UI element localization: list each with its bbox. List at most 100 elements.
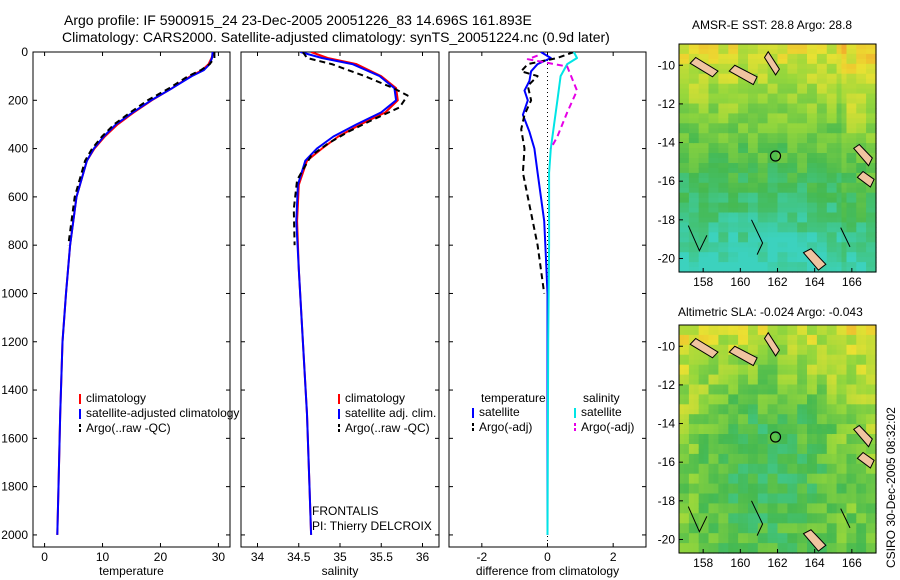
salinity-xtick-label: 36 xyxy=(416,550,430,564)
sla-map-reef-1 xyxy=(751,500,764,536)
salinity-xtick-label: 35.5 xyxy=(370,550,394,564)
salinity-xtick-label: 35 xyxy=(333,550,347,564)
sst-map-ytick-label: -14 xyxy=(658,136,676,150)
sst-map-land-0 xyxy=(689,56,719,78)
sla-map-ytick-label: -20 xyxy=(658,532,676,546)
difference-xlabel: difference from climatology xyxy=(476,564,619,578)
sla-map-ytick-label: -14 xyxy=(658,417,676,431)
temperature-ytick-label: 200 xyxy=(8,93,28,107)
sst-map-ytick-label: -18 xyxy=(658,213,676,227)
difference-series-group xyxy=(520,52,578,535)
sst-map-ytick-label: -16 xyxy=(658,174,676,188)
sst-map-reef-1 xyxy=(751,219,764,255)
salinity-legend-0-label: climatology xyxy=(345,391,405,405)
sla-map-title: Altimetric SLA: -0.024 Argo: -0.043 xyxy=(678,305,863,319)
sla-map-land-3 xyxy=(852,424,873,448)
sla-map-cells xyxy=(679,325,877,554)
temperature-ytick-label: 0 xyxy=(21,45,28,59)
sla-map-ytick-label: -12 xyxy=(658,378,676,392)
temperature-xtick-label: 30 xyxy=(212,550,226,564)
sla-map-land-5 xyxy=(802,529,827,552)
salinity-series-group xyxy=(292,52,409,535)
sla-map-land-1 xyxy=(728,345,758,367)
temperature-ytick-label: 800 xyxy=(8,238,28,252)
salinity-xtick-label: 34.5 xyxy=(287,550,311,564)
temperature-series-group xyxy=(56,52,216,535)
temperature-ytick-label: 1600 xyxy=(1,431,28,445)
temperature-ytick-label: 400 xyxy=(8,142,28,156)
sla-map-panel: 158 160 162 164 166 -10 -12 -14 -16 -18 -20 xyxy=(658,324,877,570)
temperature-legend-1-label: satellite-adjusted climatology xyxy=(86,406,239,420)
sla-map-reef-0 xyxy=(687,506,708,533)
difference-series-temperature-satellite xyxy=(521,52,552,535)
pi-name-label: PI: Thierry DELCROIX xyxy=(312,519,432,533)
temperature-ytick-label: 1400 xyxy=(1,383,28,397)
difference-xtick-label: 0 xyxy=(544,550,551,564)
temperature-ytick-label: 2000 xyxy=(1,528,28,542)
temperature-series-argo-raw-qc xyxy=(67,52,216,246)
sst-map-ytick-label: -12 xyxy=(658,97,676,111)
sla-map-ytick-label: -16 xyxy=(658,455,676,469)
sst-map-title: AMSR-E SST: 28.8 Argo: 28.8 xyxy=(692,18,853,32)
sla-map-xtick-label: 162 xyxy=(767,556,787,570)
sst-map-land-5 xyxy=(802,248,827,271)
sst-map-ytick-label: -20 xyxy=(658,251,676,265)
difference-legend-sal-argo-label: Argo(-adj) xyxy=(581,420,634,434)
salinity-series-argo-raw-qc xyxy=(292,52,409,246)
sla-map-xtick-label: 158 xyxy=(693,556,713,570)
salinity-series-satellite-adj-clim xyxy=(295,52,398,535)
difference-legend-temp-satellite-label: satellite xyxy=(479,405,520,419)
sst-map-xtick-label: 160 xyxy=(730,275,750,289)
difference-series-salinity-argo-adj xyxy=(526,54,578,150)
sla-map-land-2 xyxy=(763,331,780,357)
difference-legend-header-salinity: salinity xyxy=(583,391,620,405)
sla-map-xtick-label: 164 xyxy=(805,556,825,570)
salinity-series-climatology xyxy=(296,52,399,535)
temperature-xtick-label: 10 xyxy=(96,550,110,564)
sla-map-land-4 xyxy=(856,451,875,469)
pi-project-label: FRONTALIS xyxy=(312,504,378,518)
sst-map-land-1 xyxy=(728,64,758,86)
difference-legend: temperature salinitysatelliteArgo(-adj)sa… xyxy=(472,391,634,434)
salinity-legend-1-label: satellite adj. clim. xyxy=(345,406,436,420)
salinity-frame xyxy=(240,51,440,548)
sst-map-cells xyxy=(679,44,877,273)
sst-map-land-3 xyxy=(852,143,873,167)
temperature-series-climatology xyxy=(56,52,215,535)
timestamp-stamp: CSIRO 30-Dec-2005 08:32:02 xyxy=(884,407,898,568)
salinity-xlabel: salinity xyxy=(322,564,359,578)
sst-map-ytick-label: -10 xyxy=(658,58,676,72)
difference-xtick-label: 2 xyxy=(610,550,617,564)
salinity-legend-2-label: Argo(..raw -QC) xyxy=(345,421,430,435)
sla-map-xtick-label: 166 xyxy=(842,556,862,570)
temperature-legend-0-label: climatology xyxy=(86,391,146,405)
difference-legend-temp-argo-label: Argo(-adj) xyxy=(479,420,532,434)
sla-map-land-0 xyxy=(689,337,719,359)
sst-map-reef-0 xyxy=(687,225,708,252)
difference-xtick-label: -2 xyxy=(476,550,487,564)
temperature-series-satellite-adjusted-climatology xyxy=(56,52,214,535)
temperature-legend-2-label: Argo(..raw -QC) xyxy=(86,421,171,435)
temperature-panel: 0 10 20 30 0 200 400 600 800 1000 1200 1400 1600 1800… xyxy=(1,45,231,578)
page-title-line2: Climatology: CARS2000. Satellite-adjuste… xyxy=(62,29,610,45)
sst-map-xtick-label: 164 xyxy=(805,275,825,289)
sst-map-land-2 xyxy=(763,50,780,76)
salinity-xtick-label: 34 xyxy=(251,550,265,564)
page-title-line1: Argo profile: IF 5900915_24 23-Dec-2005 … xyxy=(64,12,532,28)
sst-map-reef-2 xyxy=(840,227,851,248)
sst-map-xtick-label: 158 xyxy=(693,275,713,289)
temperature-xtick-label: 20 xyxy=(154,550,168,564)
sla-map-xtick-label: 160 xyxy=(730,556,750,570)
sla-map-reef-2 xyxy=(840,508,851,529)
difference-legend-header-temperature: temperature xyxy=(481,391,546,405)
sla-map-ytick-label: -10 xyxy=(658,339,676,353)
sst-map-argo-marker xyxy=(769,150,782,162)
sla-map-argo-marker xyxy=(769,431,782,443)
sst-map-xtick-label: 162 xyxy=(767,275,787,289)
temperature-ytick-label: 1200 xyxy=(1,335,28,349)
